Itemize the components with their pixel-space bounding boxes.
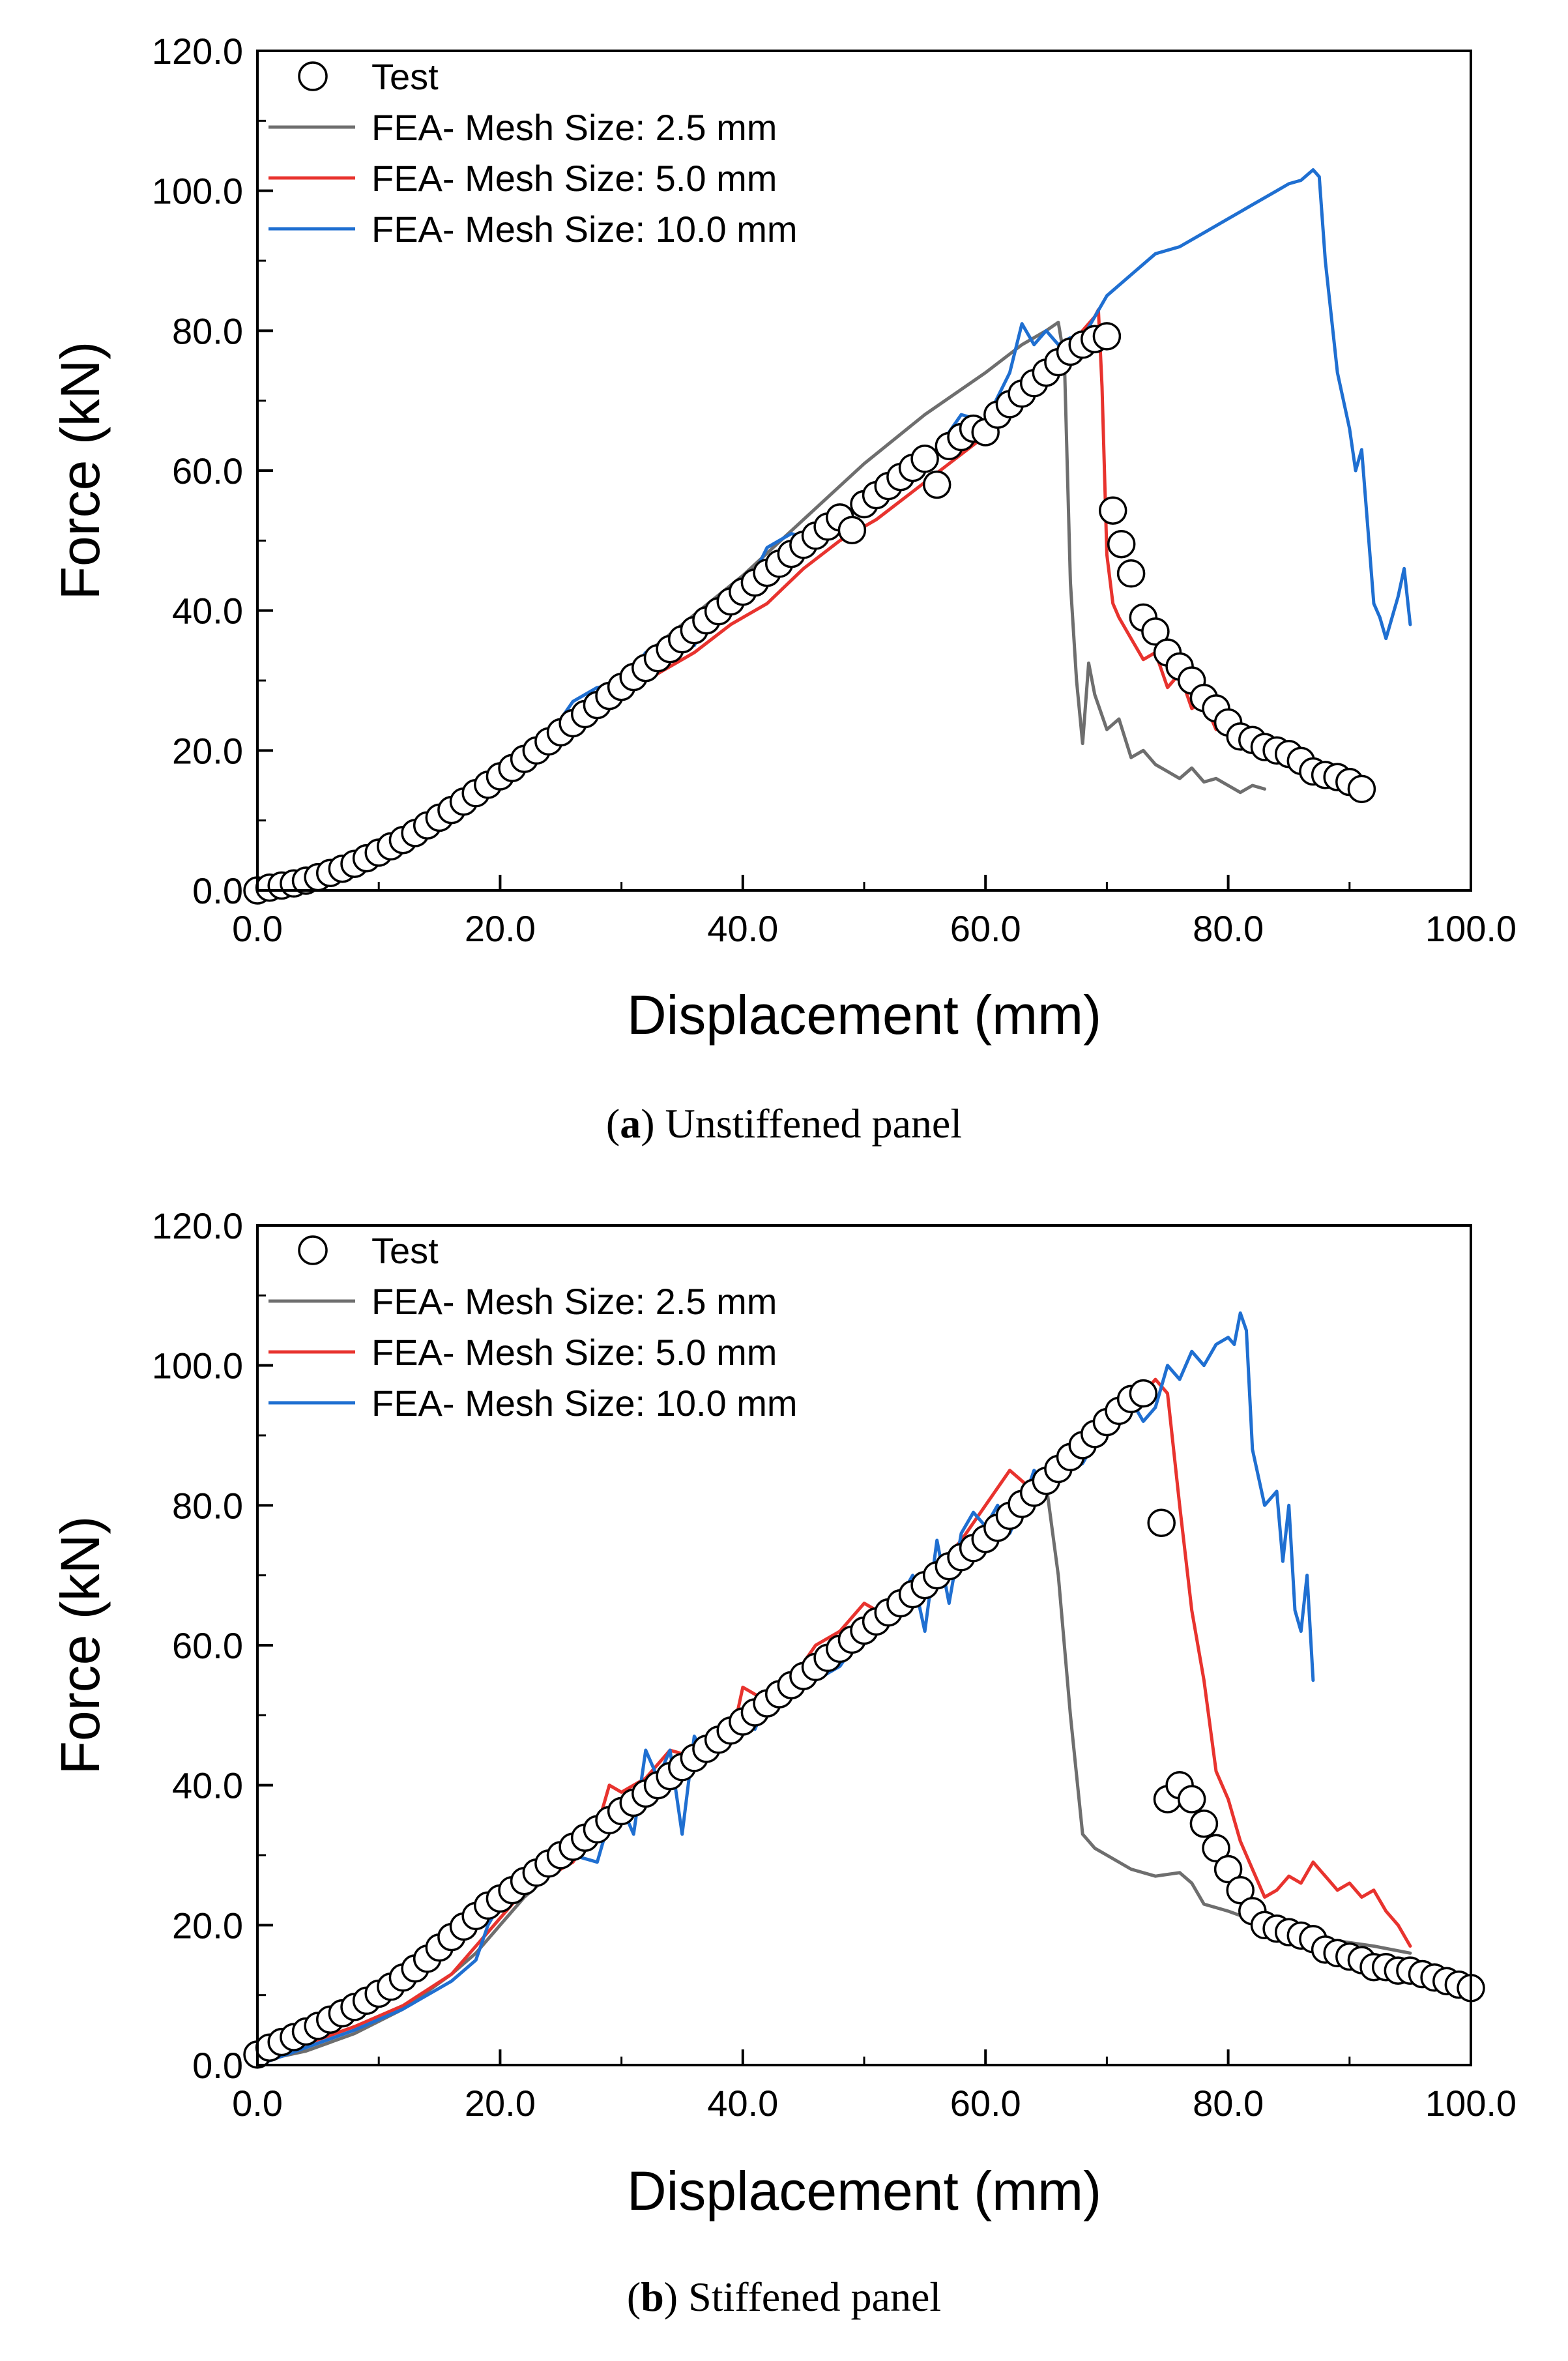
legend-label-mesh-2-5: FEA- Mesh Size: 2.5 mm bbox=[371, 1281, 777, 1322]
x-tick-label: 100.0 bbox=[1425, 908, 1517, 949]
chart-unstiffened: 0.0 20.0 40.0 60.0 80.0 100.0 0.0 20.0 40.0 60.0 8… bbox=[50, 31, 1517, 1147]
legend-label-mesh-5-0: FEA- Mesh Size: 5.0 mm bbox=[371, 158, 777, 199]
y-tick-label: 100.0 bbox=[152, 1345, 243, 1386]
test-point bbox=[1226, 1875, 1255, 1905]
caption-text: Stiffened panel bbox=[688, 2274, 941, 2320]
y-axis-title: Force (kN) bbox=[50, 342, 111, 600]
test-point bbox=[1141, 617, 1170, 646]
legend-marker-test bbox=[298, 1235, 328, 1265]
test-point bbox=[1107, 529, 1136, 559]
caption-a: (a) Unstiffened panel bbox=[606, 1100, 962, 1147]
x-tick-label: 80.0 bbox=[1193, 908, 1264, 949]
test-point bbox=[1189, 1809, 1219, 1838]
test-point bbox=[1129, 1379, 1158, 1408]
chart-stiffened: 0.0 20.0 40.0 60.0 80.0 100.0 0.0 20.0 40.0 60.0 8… bbox=[50, 1205, 1517, 2320]
x-axis-title: Displacement (mm) bbox=[627, 984, 1101, 1046]
series-line-fea-mesh-size-10-0-mm bbox=[255, 168, 1412, 892]
y-tick-label: 0.0 bbox=[192, 870, 243, 911]
y-tick-label: 80.0 bbox=[172, 310, 243, 351]
series-line-fea-mesh-size-2-5-mm bbox=[255, 1482, 1412, 2064]
x-tick-label: 20.0 bbox=[465, 2083, 536, 2124]
legend-label-mesh-5-0: FEA- Mesh Size: 5.0 mm bbox=[371, 1332, 777, 1373]
caption-text: Unstiffened panel bbox=[665, 1100, 963, 1147]
y-tick-label: 100.0 bbox=[152, 171, 243, 212]
legend-label-mesh-10-0: FEA- Mesh Size: 10.0 mm bbox=[371, 1383, 798, 1424]
x-axis-title: Displacement (mm) bbox=[627, 2160, 1101, 2222]
test-point bbox=[910, 445, 939, 473]
y-tick-label: 120.0 bbox=[152, 31, 243, 72]
test-point bbox=[1116, 559, 1146, 588]
caption-b: (b) Stiffened panel bbox=[627, 2274, 941, 2320]
legend-label-test: Test bbox=[371, 56, 439, 97]
x-tick-label: 100.0 bbox=[1425, 2083, 1517, 2124]
x-tick-label: 40.0 bbox=[707, 2083, 778, 2124]
y-axis-title: Force (kN) bbox=[50, 1516, 111, 1775]
legend-label-mesh-2-5: FEA- Mesh Size: 2.5 mm bbox=[371, 107, 777, 148]
y-tick-label: 120.0 bbox=[152, 1205, 243, 1246]
series-layer bbox=[243, 168, 1412, 905]
series-layer bbox=[243, 1311, 1485, 2069]
test-point bbox=[922, 470, 951, 499]
test-point bbox=[1213, 1855, 1243, 1884]
y-tick-label: 60.0 bbox=[172, 450, 243, 491]
caption-letter: a bbox=[620, 1100, 641, 1147]
y-tick-label: 60.0 bbox=[172, 1625, 243, 1666]
test-point bbox=[1347, 774, 1376, 804]
test-point bbox=[1147, 1508, 1176, 1537]
test-point bbox=[1092, 322, 1122, 351]
test-point bbox=[1177, 1785, 1206, 1813]
y-tick-label: 0.0 bbox=[192, 2045, 243, 2086]
y-tick-label: 40.0 bbox=[172, 591, 243, 632]
axis-ticks: 0.0 20.0 40.0 60.0 80.0 100.0 0.0 20.0 40.0 60.0 8… bbox=[152, 31, 1517, 949]
caption-letter: b bbox=[641, 2274, 664, 2320]
legend-label-mesh-10-0: FEA- Mesh Size: 10.0 mm bbox=[371, 209, 798, 250]
x-tick-label: 60.0 bbox=[950, 2083, 1021, 2124]
y-tick-label: 20.0 bbox=[172, 730, 243, 771]
x-tick-label: 0.0 bbox=[232, 908, 283, 949]
legend-marker-test bbox=[298, 61, 328, 91]
test-point bbox=[1098, 496, 1127, 525]
legend: Test FEA- Mesh Size: 2.5 mm FEA- Mesh Si… bbox=[269, 56, 798, 250]
axis-ticks: 0.0 20.0 40.0 60.0 80.0 100.0 0.0 20.0 40.0 60.0 8… bbox=[152, 1205, 1517, 2124]
x-tick-label: 0.0 bbox=[232, 2083, 283, 2124]
series-line-fea-mesh-size-5-0-mm bbox=[255, 308, 1291, 892]
y-tick-label: 20.0 bbox=[172, 1905, 243, 1946]
legend-label-test: Test bbox=[371, 1230, 439, 1271]
x-tick-label: 60.0 bbox=[950, 908, 1021, 949]
legend: Test FEA- Mesh Size: 2.5 mm FEA- Mesh Si… bbox=[269, 1230, 798, 1424]
x-tick-label: 40.0 bbox=[707, 908, 778, 949]
x-tick-label: 80.0 bbox=[1193, 2083, 1264, 2124]
y-tick-label: 80.0 bbox=[172, 1485, 243, 1526]
x-tick-label: 20.0 bbox=[465, 908, 536, 949]
y-tick-label: 40.0 bbox=[172, 1765, 243, 1806]
test-point bbox=[1202, 1834, 1230, 1863]
test-point bbox=[837, 516, 867, 544]
